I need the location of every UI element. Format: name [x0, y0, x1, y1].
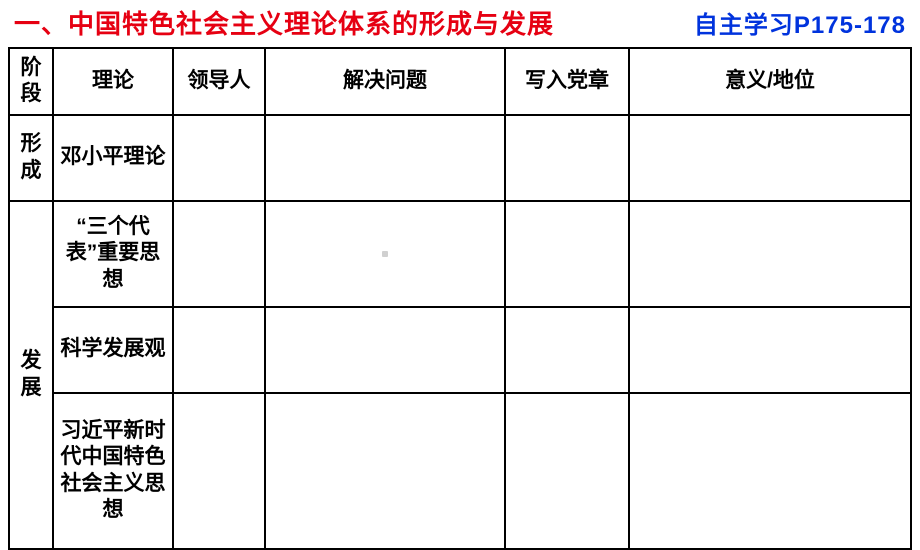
- charter-cell: [505, 307, 629, 393]
- col-header-problem: 解决问题: [265, 48, 505, 115]
- leader-cell: [173, 201, 265, 307]
- theory-cell: “三个代表”重要思想: [53, 201, 173, 307]
- charter-cell: [505, 393, 629, 549]
- col-header-meaning: 意义/地位: [629, 48, 911, 115]
- page-title-main: 一、中国特色社会主义理论体系的形成与发展: [14, 4, 554, 41]
- leader-cell: [173, 393, 265, 549]
- problem-cell: [265, 201, 505, 307]
- table-row: 科学发展观: [9, 307, 911, 393]
- stage-cell-development: 发展: [9, 201, 53, 549]
- charter-cell: [505, 115, 629, 201]
- meaning-cell: [629, 115, 911, 201]
- table-row: 习近平新时代中国特色社会主义思想: [9, 393, 911, 549]
- leader-cell: [173, 115, 265, 201]
- meaning-cell: [629, 201, 911, 307]
- table-row: 形成 邓小平理论: [9, 115, 911, 201]
- placeholder-dot-icon: [382, 251, 388, 257]
- theory-cell: 科学发展观: [53, 307, 173, 393]
- leader-cell: [173, 307, 265, 393]
- problem-cell: [265, 393, 505, 549]
- page-title-sub: 自主学习P175-178: [694, 5, 906, 40]
- problem-cell: [265, 307, 505, 393]
- col-header-leader: 领导人: [173, 48, 265, 115]
- theory-cell: 邓小平理论: [53, 115, 173, 201]
- meaning-cell: [629, 307, 911, 393]
- stage-cell-formation: 形成: [9, 115, 53, 201]
- table-header-row: 阶段 理论 领导人 解决问题 写入党章 意义/地位: [9, 48, 911, 115]
- col-header-theory: 理论: [53, 48, 173, 115]
- charter-cell: [505, 201, 629, 307]
- theory-table: 阶段 理论 领导人 解决问题 写入党章 意义/地位 形成 邓小平理论 发展 “三…: [8, 47, 912, 550]
- meaning-cell: [629, 393, 911, 549]
- problem-cell: [265, 115, 505, 201]
- heading-row: 一、中国特色社会主义理论体系的形成与发展 自主学习P175-178: [8, 4, 912, 47]
- theory-cell: 习近平新时代中国特色社会主义思想: [53, 393, 173, 549]
- table-row: 发展 “三个代表”重要思想: [9, 201, 911, 307]
- col-header-stage: 阶段: [9, 48, 53, 115]
- col-header-charter: 写入党章: [505, 48, 629, 115]
